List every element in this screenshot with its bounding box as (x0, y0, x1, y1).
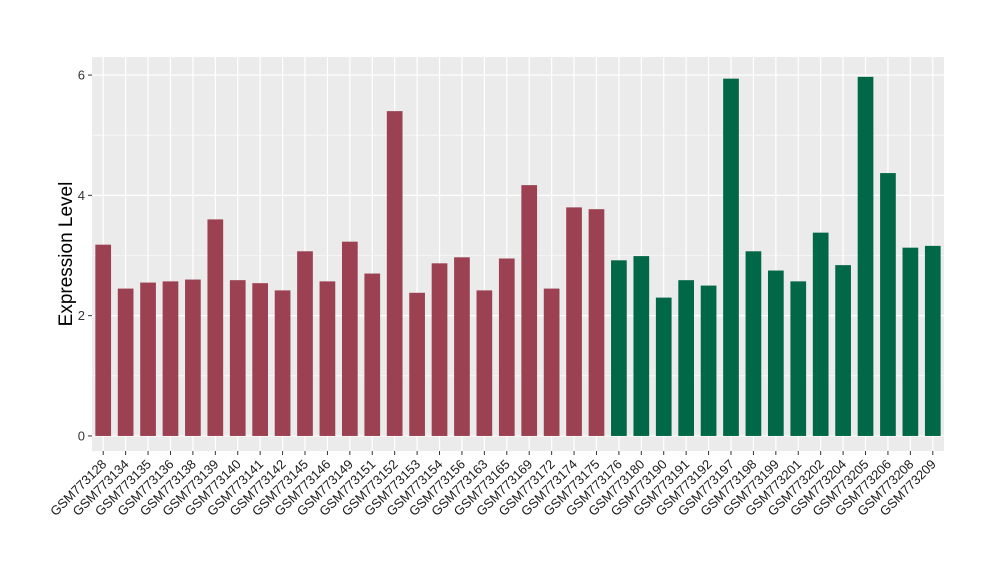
bar-GSM773152 (386, 111, 403, 436)
bar-GSM773165 (498, 258, 515, 436)
bar-GSM773140 (229, 280, 246, 436)
bar-GSM773134 (117, 288, 134, 436)
bar-GSM773135 (140, 282, 156, 436)
bar-GSM773136 (162, 281, 179, 436)
bar-GSM773128 (95, 244, 112, 436)
y-axis-title: Expression Level (56, 182, 77, 327)
bar-GSM773191 (678, 280, 695, 436)
bar-GSM773202 (812, 232, 829, 436)
bar-GSM773190 (655, 297, 672, 436)
bar-GSM773141 (252, 283, 269, 436)
x-axis: GSM773128GSM773134GSM773135GSM773136GSM7… (47, 451, 939, 519)
y-tick-label: 2 (78, 308, 85, 323)
y-tick-label: 0 (78, 428, 85, 443)
bar-GSM773175 (588, 209, 605, 436)
bar-GSM773153 (409, 292, 425, 436)
y-tick-label: 4 (78, 188, 85, 203)
bars (95, 76, 941, 436)
bar-GSM773209 (924, 245, 941, 436)
bar-GSM773138 (185, 279, 201, 436)
bar-GSM773192 (700, 285, 717, 436)
bar-GSM773201 (790, 281, 807, 436)
bar-GSM773156 (454, 257, 470, 436)
bar-GSM773180 (633, 256, 650, 436)
bar-GSM773208 (902, 247, 919, 436)
bar-GSM773154 (431, 263, 448, 436)
y-tick-label: 6 (78, 68, 85, 83)
bar-GSM773176 (611, 260, 627, 436)
bar-GSM773151 (364, 273, 381, 436)
bar-GSM773204 (835, 265, 851, 436)
bar-GSM773149 (341, 241, 358, 436)
bar-GSM773198 (745, 251, 762, 436)
y-axis: 0 2 4 6 (78, 68, 92, 443)
bar-GSM773145 (297, 251, 313, 436)
bar-GSM773199 (767, 270, 784, 436)
bar-GSM773206 (880, 173, 896, 436)
bar-GSM773169 (521, 185, 538, 436)
bar-GSM773197 (723, 78, 739, 436)
bar-GSM773172 (543, 288, 560, 436)
bar-GSM773205 (857, 76, 874, 436)
bar-GSM773139 (207, 219, 224, 436)
bar-GSM773174 (566, 207, 582, 436)
bar-GSM773163 (476, 290, 493, 436)
bar-GSM773142 (274, 290, 291, 436)
bar-GSM773146 (319, 281, 336, 436)
